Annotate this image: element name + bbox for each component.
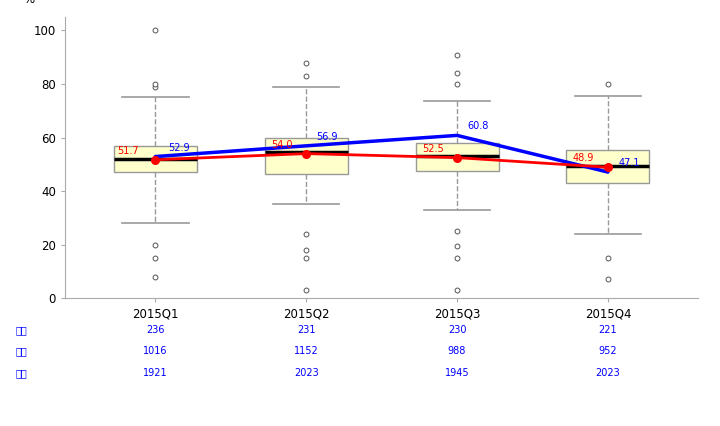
Text: 2023: 2023 <box>595 368 620 378</box>
Bar <box>265 138 348 174</box>
Text: 1945: 1945 <box>445 368 469 378</box>
Text: %: % <box>24 0 35 6</box>
Text: 52.9: 52.9 <box>168 143 190 153</box>
Text: 1152: 1152 <box>294 346 318 357</box>
Text: 48.9: 48.9 <box>573 153 595 163</box>
Text: 988: 988 <box>448 346 467 357</box>
Bar <box>415 143 498 171</box>
Text: 47.1: 47.1 <box>618 158 640 168</box>
Text: 分子: 分子 <box>16 346 27 357</box>
Text: 2023: 2023 <box>294 368 318 378</box>
Text: 54.0: 54.0 <box>271 140 293 150</box>
Text: 231: 231 <box>297 325 315 335</box>
Text: 236: 236 <box>146 325 165 335</box>
Bar <box>114 146 197 173</box>
Text: 人数: 人数 <box>16 325 27 335</box>
Bar <box>567 150 649 183</box>
Text: 230: 230 <box>448 325 467 335</box>
Text: 221: 221 <box>598 325 617 335</box>
Text: 分母: 分母 <box>16 368 27 378</box>
Text: 1016: 1016 <box>143 346 168 357</box>
Text: 952: 952 <box>598 346 617 357</box>
Text: 1921: 1921 <box>143 368 168 378</box>
Text: 52.5: 52.5 <box>422 144 444 154</box>
Text: 56.9: 56.9 <box>317 132 338 142</box>
Text: 51.7: 51.7 <box>117 146 139 156</box>
Text: 60.8: 60.8 <box>467 121 489 131</box>
